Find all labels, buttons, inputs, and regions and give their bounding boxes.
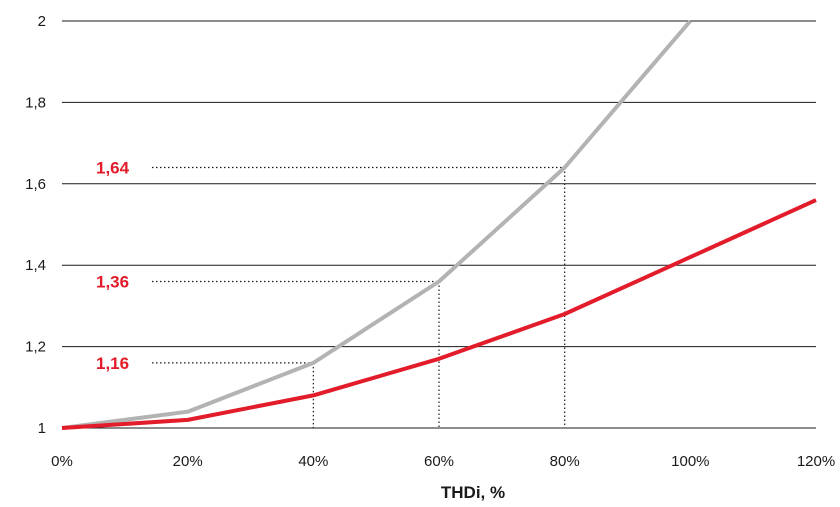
series-lines	[61, 20, 817, 430]
x-tick-label-1: 20%	[173, 453, 203, 470]
x-tick-label-4: 80%	[550, 453, 580, 470]
x-tick-labels: 0% 20% 40% 60% 80% 100% 120%	[51, 453, 835, 470]
annotation-label-1: 1,36	[96, 272, 129, 291]
annotation-guides	[152, 166, 566, 428]
y-tick-labels: 1 1,2 1,4 1,6 1,8 2	[25, 13, 46, 437]
series-line-0	[61, 20, 692, 430]
y-tick-label-4: 1,8	[25, 94, 46, 111]
annotation-labels: 1,16 1,36 1,64	[96, 159, 130, 373]
annotation-label-0: 1,16	[96, 354, 129, 373]
y-tick-label-2: 1,4	[25, 257, 46, 274]
grid-lines	[62, 20, 816, 429]
y-tick-label-0: 1	[38, 420, 46, 437]
y-tick-label-5: 2	[38, 13, 46, 30]
x-tick-label-3: 60%	[424, 453, 454, 470]
series-line-1	[61, 198, 817, 430]
y-tick-label-1: 1,2	[25, 339, 46, 356]
x-tick-label-0: 0%	[51, 453, 73, 470]
x-axis-label: THDi, %	[441, 483, 505, 502]
annotation-label-2: 1,64	[96, 159, 130, 178]
x-tick-label-5: 100%	[671, 453, 709, 470]
x-tick-label-6: 120%	[797, 453, 835, 470]
y-tick-label-3: 1,6	[25, 176, 46, 193]
x-tick-label-2: 40%	[298, 453, 328, 470]
